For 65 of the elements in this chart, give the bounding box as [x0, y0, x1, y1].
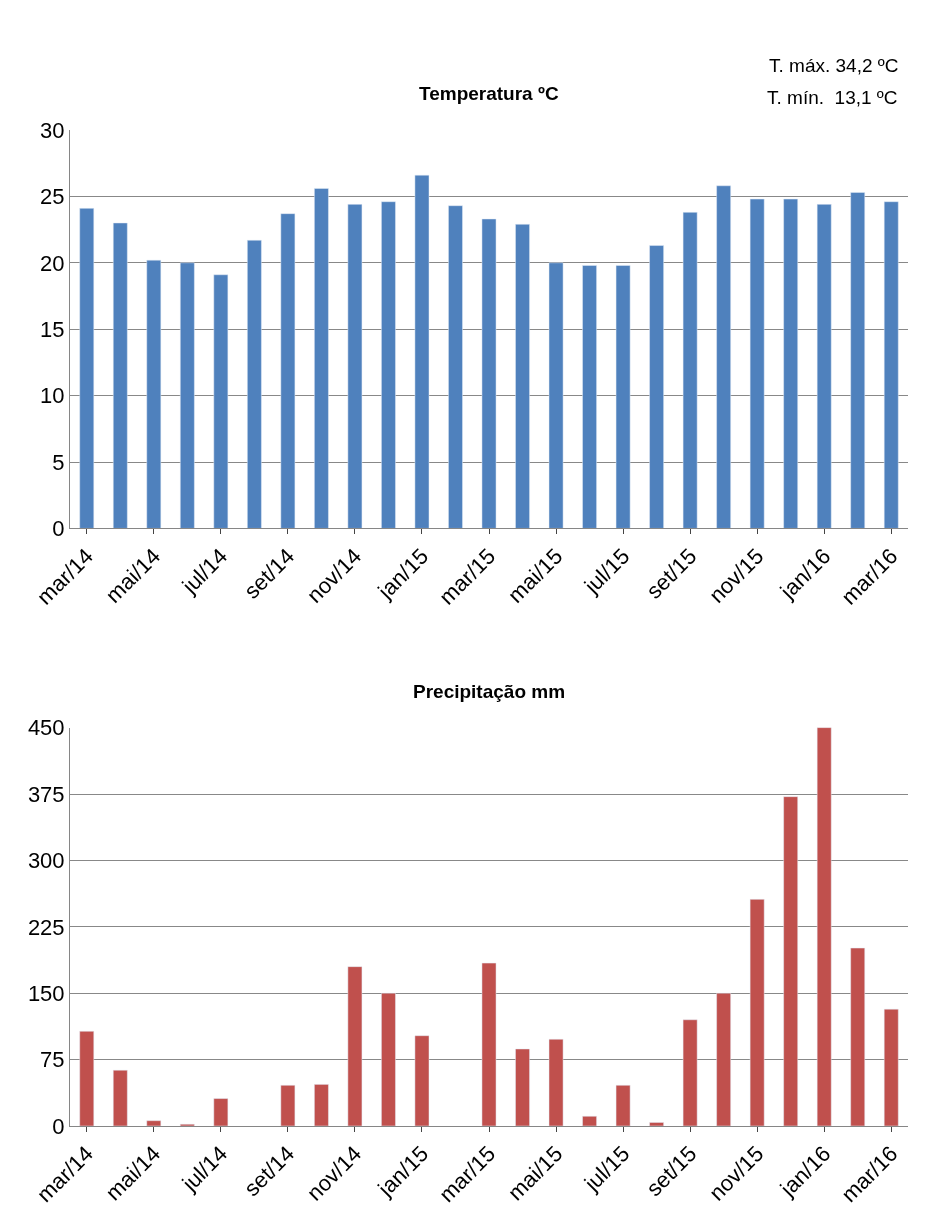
y-tick-label: 75 [40, 1047, 65, 1073]
bar [883, 1008, 899, 1126]
y-tick-label: 30 [40, 117, 65, 143]
bar [213, 274, 229, 529]
bar [682, 212, 698, 529]
bar [347, 966, 363, 1126]
bar [347, 204, 363, 529]
bar [716, 992, 731, 1126]
bar [180, 262, 195, 529]
bar [213, 1098, 229, 1126]
bar [682, 1019, 698, 1126]
y-tick-label: 225 [27, 914, 65, 940]
bar [883, 201, 899, 529]
bar [414, 174, 430, 529]
bar [515, 224, 530, 529]
y-tick-label: 375 [27, 781, 65, 807]
bar [146, 259, 162, 529]
text: T. máx. 34,2 ºC [769, 55, 899, 76]
bar [749, 899, 765, 1126]
bar [280, 1085, 296, 1126]
bar [314, 1084, 329, 1126]
bar [548, 1038, 564, 1126]
bar [314, 188, 329, 529]
bar [247, 239, 262, 529]
bar [112, 222, 128, 529]
y-tick-label: 0 [52, 516, 65, 542]
bar [816, 204, 832, 529]
bar [615, 265, 631, 529]
y-tick-label: 150 [27, 980, 65, 1006]
bar [112, 1069, 128, 1126]
bar [649, 1122, 664, 1126]
bar [381, 201, 396, 529]
bar [280, 213, 296, 529]
bar [481, 218, 497, 529]
bar [716, 185, 731, 529]
bar [649, 245, 664, 529]
bar [850, 947, 866, 1126]
y-tick-label: 10 [40, 383, 65, 409]
bar [783, 198, 798, 529]
y-tick-label: 300 [27, 848, 65, 874]
bar [79, 1031, 95, 1126]
y-tick-label: 20 [40, 250, 65, 276]
y-tick-label: 5 [52, 449, 65, 475]
bar [79, 208, 95, 529]
bar [548, 262, 564, 529]
bar [582, 265, 597, 529]
bar [146, 1120, 162, 1126]
y-tick-label: 15 [40, 316, 65, 342]
bar [816, 727, 832, 1126]
y-tick-label: 0 [52, 1113, 65, 1139]
bar [448, 205, 463, 529]
bar [481, 962, 497, 1126]
bar [615, 1085, 631, 1126]
bar [414, 1035, 430, 1126]
bar [783, 796, 798, 1126]
y-tick-label: 25 [40, 184, 65, 210]
bar [515, 1048, 530, 1126]
bar [749, 198, 765, 529]
bar [582, 1116, 597, 1126]
bar [850, 192, 866, 529]
bar [381, 992, 396, 1126]
chart-title: Temperatura ºC [419, 83, 559, 104]
y-tick-label: 450 [27, 715, 65, 741]
text: T. mín. 13,1 ºC [767, 87, 898, 108]
chart-title: Precipitação mm [413, 681, 566, 702]
